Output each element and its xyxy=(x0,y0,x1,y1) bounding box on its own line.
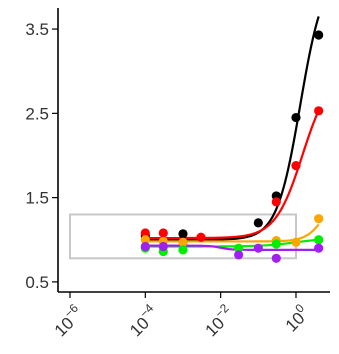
data-point-1-0 xyxy=(140,228,150,238)
fit-curve-1 xyxy=(145,110,320,240)
data-point-0-4 xyxy=(291,112,301,123)
data-point-1-5 xyxy=(314,106,324,116)
data-point-3-2 xyxy=(178,245,188,255)
x-tick-label-1: 10−4 xyxy=(123,301,163,341)
data-point-3-3 xyxy=(234,243,244,253)
y-tick-label-0: 0.5 xyxy=(25,273,49,292)
data-point-1-4 xyxy=(291,160,301,171)
data-points-layer xyxy=(140,30,324,263)
data-point-3-4 xyxy=(271,239,281,249)
data-point-2-2 xyxy=(178,237,188,247)
y-tick-label-2: 2.5 xyxy=(25,104,49,123)
data-point-0-1 xyxy=(178,229,188,239)
fit-curves-layer xyxy=(145,16,320,251)
fit-curve-4 xyxy=(145,244,319,251)
data-point-2-4 xyxy=(291,237,301,247)
x-tick-label-0: 10−6 xyxy=(48,301,88,341)
data-point-1-1 xyxy=(158,228,168,238)
fit-curve-0 xyxy=(145,16,320,241)
data-point-4-2 xyxy=(234,250,244,260)
data-point-1-3 xyxy=(271,197,281,207)
highlight-box xyxy=(69,213,297,260)
y-tick-label-3: 3.5 xyxy=(25,20,49,39)
data-point-4-3 xyxy=(253,243,263,253)
axes-layer: 0.5 1.5 2.5 3.5 10−6 10−4 10−2 100 xyxy=(25,8,330,340)
highlight-box-layer xyxy=(69,213,297,260)
y-tick-label-1: 1.5 xyxy=(25,189,49,208)
x-tick-label-3: 100 xyxy=(279,301,314,336)
data-point-4-0 xyxy=(140,241,150,252)
data-point-1-2 xyxy=(196,232,206,242)
data-point-4-1 xyxy=(158,241,168,252)
x-tick-label-2: 10−2 xyxy=(199,301,239,341)
data-point-2-5 xyxy=(314,214,324,224)
data-point-0-5 xyxy=(314,30,324,40)
data-point-2-0 xyxy=(140,235,150,245)
fit-curve-2 xyxy=(145,223,320,243)
data-point-4-5 xyxy=(314,243,324,253)
data-point-4-4 xyxy=(271,253,281,263)
data-point-3-5 xyxy=(314,235,324,245)
data-point-0-2 xyxy=(253,218,263,228)
